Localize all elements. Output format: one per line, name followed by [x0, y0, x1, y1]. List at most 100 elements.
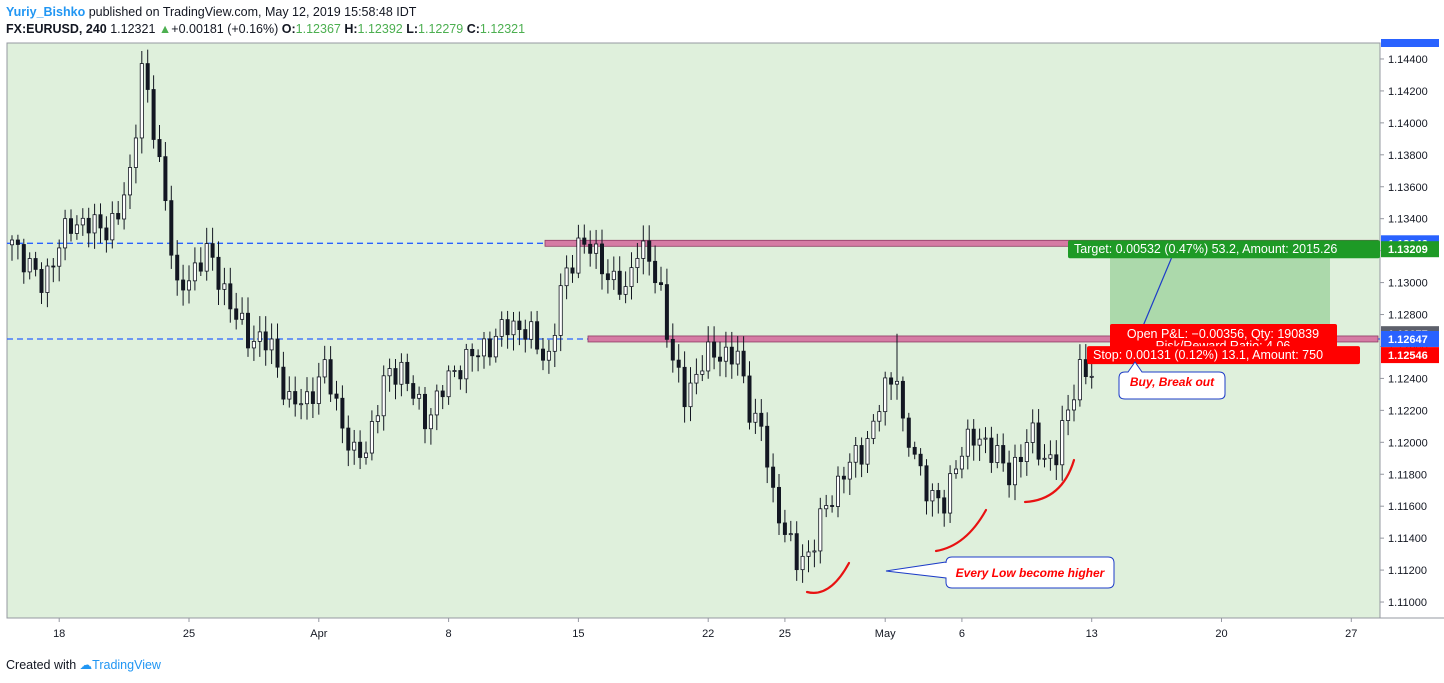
candle-body — [918, 453, 923, 467]
candle-body — [759, 412, 764, 427]
candle-body — [611, 270, 616, 281]
candle-body — [493, 335, 498, 358]
candle-body — [405, 361, 410, 384]
tradingview-brand[interactable]: TradingView — [92, 658, 161, 672]
candle-body — [1007, 462, 1012, 486]
y-tick-label: 1.11600 — [1388, 501, 1427, 513]
candle-body — [782, 522, 787, 535]
candle-body — [977, 438, 982, 446]
candle-body — [765, 425, 770, 468]
candle-body — [1083, 359, 1088, 378]
candle-body — [747, 375, 752, 423]
candle-body — [688, 382, 693, 408]
candle-body — [51, 265, 56, 268]
candle-body — [251, 341, 256, 349]
candle-body — [446, 370, 451, 398]
candle-body — [930, 490, 935, 502]
author-link[interactable]: Yuriy_Bishko — [6, 5, 86, 19]
candle-body — [570, 267, 575, 274]
candle-body — [546, 350, 551, 361]
plot-border — [6, 42, 1381, 619]
candle-body — [417, 393, 422, 399]
open-value: 1.12367 — [295, 22, 341, 36]
stop-label-box — [1087, 346, 1360, 365]
candle-body — [594, 243, 599, 254]
candle-body — [163, 156, 168, 202]
candle-body — [39, 269, 44, 293]
higher-low-curve-3 — [1023, 458, 1076, 504]
target-price-badge-box — [1381, 241, 1439, 258]
x-tick-label: 25 — [183, 628, 195, 640]
x-tick-label: Apr — [310, 628, 327, 640]
lows-note-text: Every Low become higher — [956, 566, 1106, 580]
candle-body — [157, 139, 162, 158]
open-pl-box — [1110, 323, 1337, 353]
candle-body — [812, 550, 817, 553]
y-tick-label: 1.14000 — [1388, 118, 1428, 130]
y-tick-label: 1.11200 — [1388, 565, 1427, 577]
y-tick-label: 1.13000 — [1388, 278, 1428, 290]
candle-body — [505, 319, 510, 336]
candle-body — [287, 391, 292, 400]
entry-price-badge-box — [1381, 330, 1439, 347]
candle-body — [794, 533, 799, 571]
candle-body — [865, 438, 870, 465]
x-tick-label: May — [875, 628, 896, 640]
candle-body — [1072, 399, 1077, 411]
candle-body — [712, 341, 717, 358]
candle-body — [847, 461, 852, 480]
candle-body — [139, 63, 144, 139]
higher-low-curve-1 — [805, 561, 851, 594]
y-tick-label: 1.12000 — [1388, 437, 1428, 449]
candle-body — [476, 355, 481, 358]
symbol-label: FX:EURUSD, 240 — [6, 22, 107, 36]
candle-body — [558, 285, 563, 336]
candle-body — [517, 320, 522, 330]
candle-body — [204, 243, 209, 272]
candle-body — [428, 414, 433, 430]
candle-body — [800, 555, 805, 571]
candle-body — [1060, 420, 1065, 466]
candle-body — [352, 441, 357, 451]
candle-body — [771, 466, 776, 488]
y-tick-label: 1.14200 — [1388, 86, 1428, 98]
candle-body — [63, 218, 68, 249]
candle-body — [381, 375, 386, 417]
candle-body — [74, 224, 79, 234]
candle-body — [700, 370, 705, 375]
candle-body — [511, 320, 516, 336]
candle-body — [859, 445, 864, 465]
candle-body — [959, 455, 964, 470]
candle-body — [895, 380, 900, 385]
candle-body — [605, 273, 610, 281]
y-tick-label: 1.13400 — [1388, 214, 1428, 226]
candle-body — [363, 452, 368, 458]
candle-body — [310, 391, 315, 404]
candle-body — [316, 376, 321, 404]
y-tick-label: 1.12800 — [1388, 310, 1428, 322]
candle-body — [175, 254, 180, 281]
candle-body — [653, 260, 658, 284]
candle-body — [358, 441, 363, 458]
x-tick-label: 22 — [702, 628, 714, 640]
candle-body — [1001, 445, 1006, 464]
candle-body — [588, 243, 593, 254]
candle-body — [334, 393, 339, 399]
candle-body — [629, 267, 634, 287]
target-price-badge: 1.13209 — [1388, 244, 1428, 256]
publish-info: Yuriy_Bishko published on TradingView.co… — [6, 5, 416, 19]
publish-text: published on TradingView.com, May 12, 20… — [88, 5, 417, 19]
candle-body — [936, 490, 941, 499]
y-tick-label: 1.13600 — [1388, 182, 1428, 194]
candle-body — [1048, 454, 1053, 459]
candle-body — [499, 319, 504, 337]
candle-body — [98, 214, 103, 229]
candle-body — [86, 217, 91, 234]
candle-body — [983, 437, 988, 440]
candle-body — [322, 359, 327, 378]
candle-body — [989, 437, 994, 463]
symbol-info: FX:EURUSD, 240 1.12321 ▲+0.00181 (+0.16%… — [6, 22, 525, 36]
candle-body — [234, 308, 239, 320]
candle-body — [228, 283, 233, 310]
